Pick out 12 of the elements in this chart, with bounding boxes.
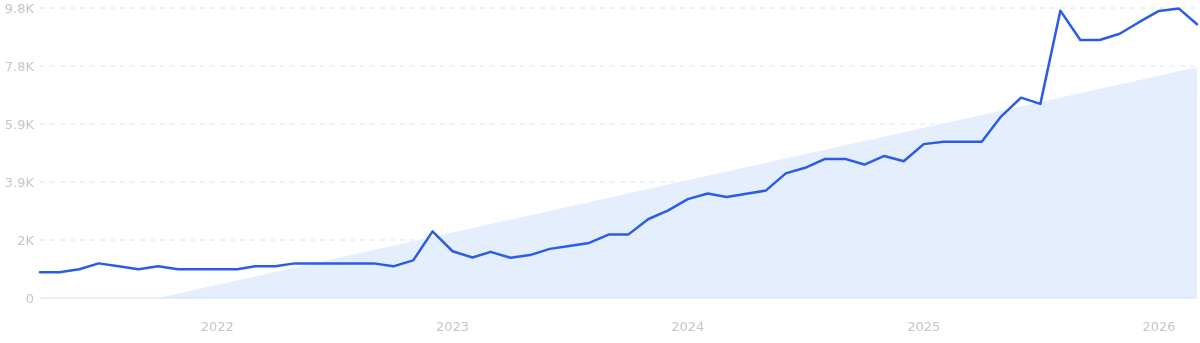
y-tick-label: 3.9K xyxy=(4,174,35,190)
line-series xyxy=(38,7,1199,274)
y-tick-label: 0 xyxy=(25,290,34,306)
x-tick-label: 2026 xyxy=(1142,319,1176,334)
x-tick-label: 2022 xyxy=(200,319,234,334)
x-tick-label: 2025 xyxy=(907,319,941,334)
y-tick-label: 9.8K xyxy=(4,0,35,16)
y-tick-label: 2K xyxy=(17,232,35,248)
y-tick-label: 7.8K xyxy=(4,58,35,74)
x-tick-label: 2024 xyxy=(671,319,705,334)
y-tick-label: 5.9K xyxy=(4,116,35,132)
x-tick-label: 2023 xyxy=(435,319,470,334)
